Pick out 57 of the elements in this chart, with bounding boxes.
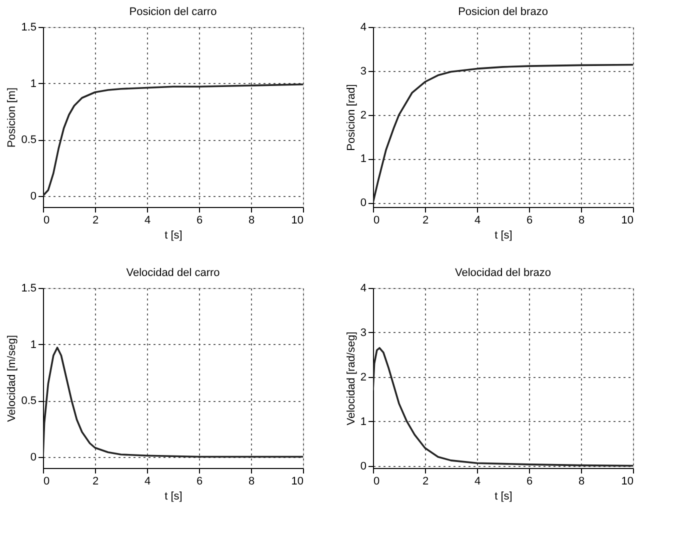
x-tick-label: 6 — [526, 476, 533, 488]
x-tick-label: 2 — [422, 476, 429, 488]
x-tick-label: 6 — [196, 476, 203, 488]
y-tick-label: 4 — [360, 282, 366, 294]
x-tick-label: 8 — [248, 476, 255, 488]
y-tick-label: 2 — [360, 371, 366, 384]
y-axis-title: Velocidad [m/seg] — [6, 335, 18, 422]
x-tick-label: 8 — [248, 214, 255, 226]
x-tick-label: 0 — [374, 214, 380, 226]
y-tick-label: 0 — [360, 460, 366, 472]
x-tick-label: 6 — [526, 214, 533, 226]
y-tick-label: 3 — [360, 65, 366, 78]
line-series — [43, 83, 303, 197]
y-tick-label: 0 — [360, 197, 366, 210]
x-tick-label: 10 — [291, 476, 304, 488]
line-series — [373, 64, 633, 204]
x-tick-label: 10 — [621, 476, 634, 488]
x-tick-label: 2 — [92, 476, 99, 488]
line-series — [43, 346, 303, 458]
y-axis-title: Velocidad [rad/seg] — [345, 332, 358, 426]
x-tick-label: 8 — [578, 214, 585, 226]
chart-title: Posicion del carro — [129, 6, 217, 18]
x-axis-title: t [s] — [494, 230, 512, 242]
x-axis-title: t [s] — [164, 230, 182, 242]
x-tick-label: 4 — [474, 476, 481, 488]
y-axis-title: Posicion [m] — [6, 88, 18, 148]
y-tick-label: 0.5 — [21, 395, 36, 407]
x-tick-label: 0 — [44, 476, 50, 488]
y-axis-title: Posicion [rad] — [345, 84, 358, 151]
y-tick-label: 1 — [360, 416, 366, 428]
y-tick-label: 0.5 — [21, 134, 36, 146]
x-tick-label: 10 — [621, 214, 634, 226]
x-tick-label: 2 — [92, 214, 99, 226]
x-tick-label: 10 — [291, 214, 304, 226]
x-tick-label: 0 — [374, 476, 380, 488]
x-tick-label: 0 — [44, 214, 50, 226]
x-tick-label: 4 — [144, 476, 151, 488]
chart-title: Velocidad del brazo — [454, 267, 552, 279]
chart-title: Velocidad del carro — [126, 267, 220, 279]
x-tick-label: 8 — [578, 476, 585, 488]
y-tick-label: 1.5 — [21, 282, 36, 294]
x-tick-label: 4 — [144, 214, 151, 226]
x-tick-label: 6 — [196, 214, 203, 226]
x-axis-title: t [s] — [164, 490, 182, 502]
y-tick-label: 4 — [360, 22, 366, 34]
y-tick-label: 1 — [30, 78, 36, 90]
x-tick-label: 4 — [474, 214, 481, 226]
y-tick-label: 0 — [30, 451, 36, 464]
chart-title: Posicion del brazo — [458, 6, 548, 18]
y-tick-label: 1 — [30, 338, 36, 351]
y-tick-label: 1.5 — [21, 22, 36, 34]
x-axis-title: t [s] — [494, 490, 512, 502]
y-tick-label: 1 — [360, 153, 366, 166]
y-tick-label: 2 — [360, 109, 366, 122]
x-tick-label: 2 — [422, 214, 429, 226]
y-tick-label: 0 — [30, 190, 36, 202]
y-tick-label: 3 — [360, 326, 366, 339]
